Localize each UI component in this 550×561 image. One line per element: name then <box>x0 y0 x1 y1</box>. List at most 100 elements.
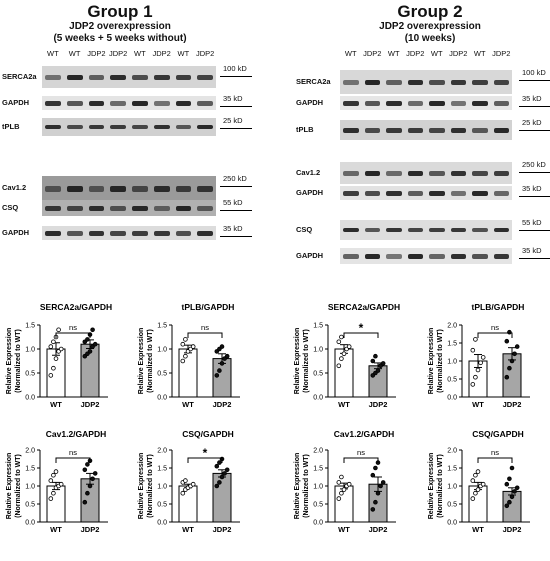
y-tick-label: 1.5 <box>157 466 167 473</box>
blot-band <box>493 254 509 259</box>
blot-strip <box>340 162 512 184</box>
data-point <box>224 467 230 473</box>
y-tick-label: 1.5 <box>313 466 323 473</box>
blot-band <box>407 128 423 133</box>
bar-wt <box>46 485 66 523</box>
blot-band <box>364 228 380 232</box>
data-point <box>58 346 64 352</box>
data-point <box>378 483 383 489</box>
molecular-weight-marker: 55 kD <box>223 198 243 207</box>
x-tick-label: JDP2 <box>213 400 232 409</box>
blot-band <box>493 171 509 176</box>
data-point <box>473 374 478 380</box>
lane-label: WT <box>344 49 357 58</box>
data-point <box>53 356 59 361</box>
x-tick-label: WT <box>338 400 350 409</box>
blot-band <box>175 206 192 211</box>
blot-label-gapdh: GAPDH <box>2 98 30 107</box>
blot-band <box>407 171 423 176</box>
blot-band <box>45 125 61 129</box>
data-point <box>507 365 512 371</box>
data-point <box>48 344 54 349</box>
significance-bracket <box>477 332 513 338</box>
lane-label: JDP2 <box>108 49 128 58</box>
y-tick-label: 1.0 <box>157 347 167 354</box>
y-tick-label: 0.0 <box>313 395 323 402</box>
blot-band <box>88 75 105 80</box>
data-point <box>190 344 196 349</box>
data-point <box>339 474 344 480</box>
bar-wt <box>178 348 198 398</box>
blot-strip <box>42 96 216 110</box>
molecular-weight-marker: 35 kD <box>223 94 243 103</box>
blot-band <box>450 171 466 176</box>
molecular-weight-marker: 25 kD <box>223 116 243 125</box>
blot-band <box>153 101 170 106</box>
data-point <box>58 481 64 487</box>
blot-band <box>386 80 402 85</box>
bar-wt <box>334 348 354 398</box>
blot-band <box>407 191 423 196</box>
blot-band <box>386 228 402 232</box>
data-point <box>85 490 90 496</box>
blot-band <box>493 101 509 106</box>
x-tick-label: WT <box>338 525 350 534</box>
blot-band <box>472 254 488 259</box>
significance-label: * <box>203 446 208 460</box>
data-point <box>82 467 88 473</box>
blot-band <box>364 80 380 85</box>
blot-band <box>450 228 466 232</box>
blot-strip <box>340 70 512 94</box>
marker-line <box>220 106 252 107</box>
blot-strip <box>340 96 512 110</box>
significance-bracket <box>477 457 513 463</box>
significance-bracket <box>55 457 91 463</box>
y-tick-label: 0.0 <box>25 395 35 402</box>
blot-band <box>197 101 213 106</box>
blot-band <box>472 191 488 196</box>
significance-label: ns <box>201 323 209 332</box>
data-point <box>509 358 515 364</box>
data-point <box>48 496 54 501</box>
significance-label: ns <box>491 323 499 332</box>
group2-subtitle: JDP2 overexpression (10 weeks) <box>330 21 530 45</box>
data-point <box>48 373 54 378</box>
lane-label: WT <box>177 49 190 58</box>
blot-label-csq: CSQ <box>2 203 19 212</box>
blot-band <box>175 101 192 106</box>
data-point <box>219 344 225 349</box>
y-tick-label: 0.0 <box>25 520 35 527</box>
data-point <box>53 469 59 474</box>
lane-label: WT <box>473 49 486 58</box>
lane-label: WT <box>430 49 443 58</box>
y-axis-label: Relative Expression (Normalized to WT) <box>138 453 154 520</box>
marker-line <box>220 76 252 77</box>
blot-band <box>66 101 83 106</box>
data-point <box>346 344 352 349</box>
data-point <box>214 463 220 469</box>
y-tick-label: 1.5 <box>313 323 323 330</box>
data-point <box>90 476 95 482</box>
molecular-weight-marker: 100 kD <box>522 68 546 77</box>
data-point <box>180 490 186 496</box>
blot-band <box>45 206 61 211</box>
blot-band <box>472 228 488 232</box>
data-point <box>336 480 342 485</box>
chart-title: Cav1.2/GAPDH <box>334 429 394 439</box>
data-point <box>514 485 520 491</box>
significance-bracket <box>55 332 91 338</box>
x-tick-label: JDP2 <box>369 525 388 534</box>
molecular-weight-marker: 250 kD <box>223 174 247 183</box>
data-point <box>509 494 515 500</box>
blot-band <box>364 191 380 196</box>
blot-band <box>132 101 148 106</box>
x-tick-label: JDP2 <box>81 400 100 409</box>
blot-band <box>132 186 148 192</box>
data-point <box>370 358 376 364</box>
blot-band <box>364 171 380 176</box>
blot-label-serca2a: SERCA2a <box>296 77 331 86</box>
blot-band <box>364 128 380 133</box>
molecular-weight-marker: 35 kD <box>223 224 243 233</box>
marker-line <box>519 106 550 107</box>
